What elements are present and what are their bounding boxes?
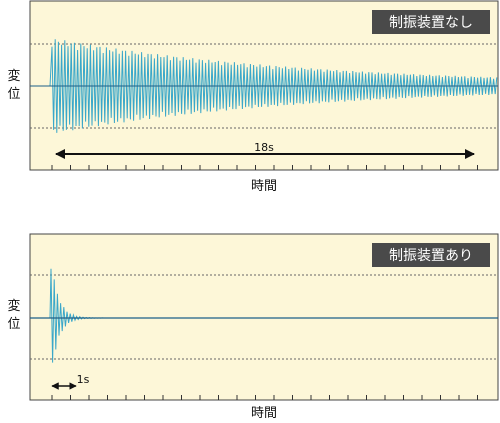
badge-bg-2 <box>372 243 490 267</box>
panel-with-damper: 制振装置あり 1s 変 位 時間 <box>7 233 499 421</box>
badge-text-2: 制振装置あり <box>389 248 473 264</box>
x-axis-label-2: 時間 <box>251 406 277 421</box>
y-axis-label-2-bottom: 位 <box>7 317 20 332</box>
panel-without-damper: 制振装置なし 18s 変 位 時間 <box>7 0 499 194</box>
series-line-without-damper <box>30 39 498 133</box>
x-axis-label-1: 時間 <box>251 179 277 194</box>
x-ticks-2 <box>51 395 478 400</box>
y-axis-label-2-top: 変 <box>7 298 20 314</box>
y-axis-label-1-bottom: 位 <box>7 87 20 102</box>
annotation-label-18s: 18s <box>254 141 274 154</box>
x-ticks-1 <box>51 165 478 170</box>
annotation-label-1s: 1s <box>77 373 90 386</box>
badge-text-1: 制振装置なし <box>389 15 473 31</box>
badge-bg-1 <box>372 10 490 34</box>
y-axis-label-1-top: 変 <box>7 68 20 84</box>
